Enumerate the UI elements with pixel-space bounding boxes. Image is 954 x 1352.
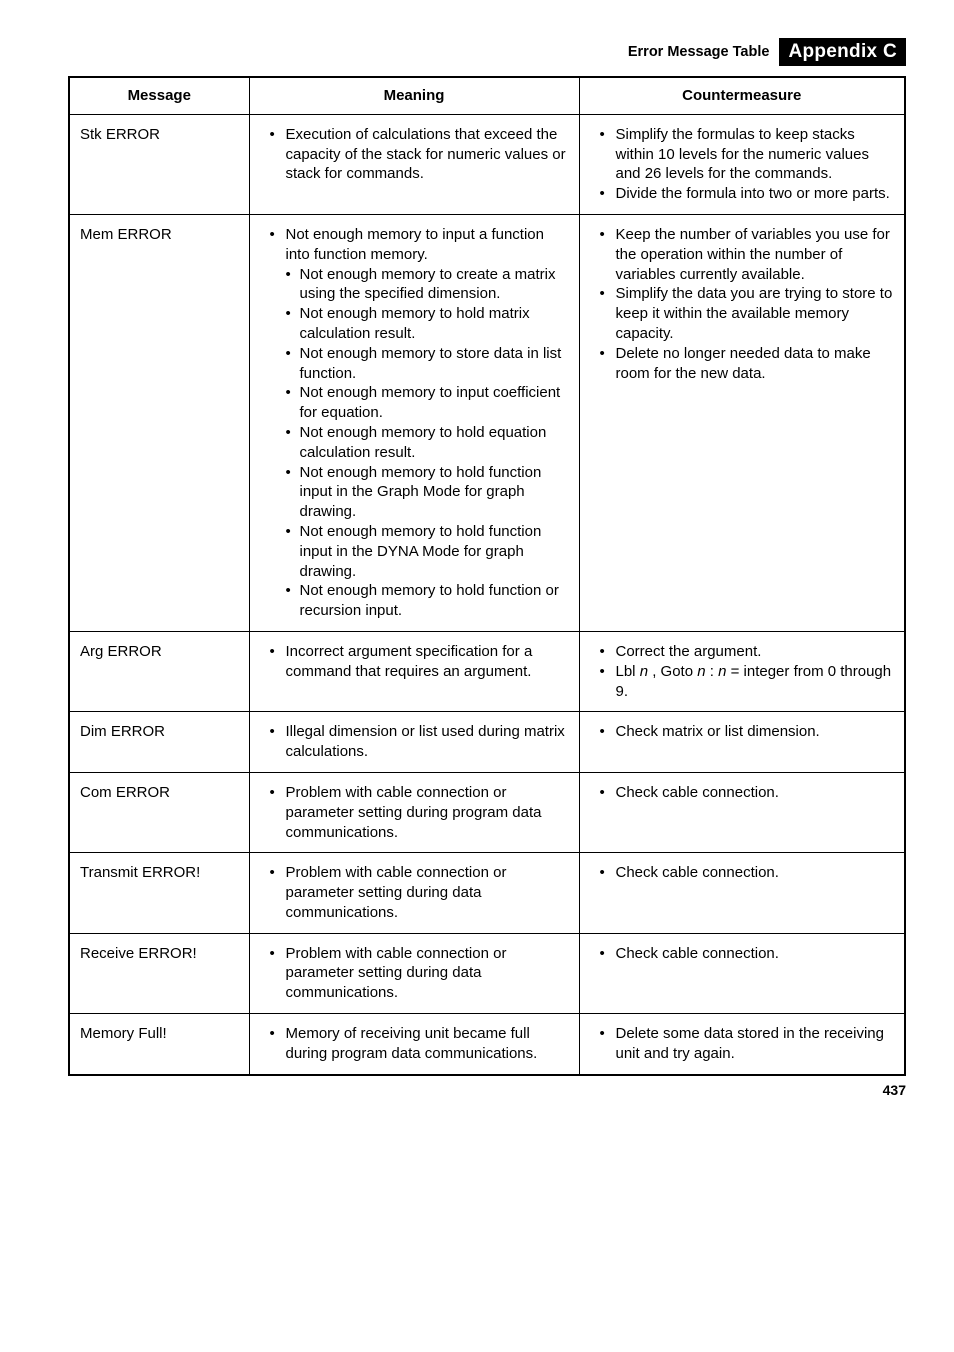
page-header: Error Message Table Appendix C	[68, 38, 906, 66]
table-header-row: Message Meaning Countermeasure	[69, 77, 905, 114]
meaning-subitem: Not enough memory to hold equation calcu…	[300, 423, 569, 463]
lbl-mid: , Goto	[648, 663, 697, 680]
appendix-badge: Appendix C	[779, 38, 906, 66]
meaning-subitem: Not enough memory to hold matrix calcula…	[300, 304, 569, 344]
meaning-subitem: Not enough memory to input coefficient f…	[300, 383, 569, 423]
meaning-cell: Problem with cable connection or paramet…	[249, 933, 579, 1013]
meaning-item: Problem with cable connection or paramet…	[286, 944, 569, 1003]
col-header-meaning: Meaning	[249, 77, 579, 114]
counter-item: Delete some data stored in the receiving…	[616, 1024, 895, 1064]
counter-item: Keep the number of variables you use for…	[616, 225, 895, 284]
meaning-cell: Incorrect argument specification for a c…	[249, 631, 579, 711]
meaning-cell: Problem with cable connection or paramet…	[249, 853, 579, 933]
header-title: Error Message Table	[628, 44, 770, 60]
table-row: Stk ERROR Execution of calculations that…	[69, 114, 905, 214]
counter-item: Check cable connection.	[616, 783, 895, 803]
counter-cell: Keep the number of variables you use for…	[579, 214, 905, 631]
meaning-subitem: Not enough memory to store data in list …	[300, 344, 569, 384]
col-header-countermeasure: Countermeasure	[579, 77, 905, 114]
counter-cell: Check cable connection.	[579, 772, 905, 852]
meaning-subitem: Not enough memory to create a matrix usi…	[300, 265, 569, 305]
counter-item: Simplify the formulas to keep stacks wit…	[616, 125, 895, 184]
counter-item: Check cable connection.	[616, 863, 895, 883]
meaning-cell: Problem with cable connection or paramet…	[249, 772, 579, 852]
meaning-cell: Execution of calculations that exceed th…	[249, 114, 579, 214]
counter-item: Lbl n , Goto n : n = integer from 0 thro…	[616, 662, 895, 702]
message-cell: Arg ERROR	[69, 631, 249, 711]
counter-cell: Check matrix or list dimension.	[579, 712, 905, 773]
message-cell: Com ERROR	[69, 772, 249, 852]
meaning-item: Memory of receiving unit became full dur…	[286, 1024, 569, 1064]
message-cell: Transmit ERROR!	[69, 853, 249, 933]
counter-item: Check matrix or list dimension.	[616, 722, 895, 742]
meaning-item: Illegal dimension or list used during ma…	[286, 722, 569, 762]
message-cell: Mem ERROR	[69, 214, 249, 631]
col-header-message: Message	[69, 77, 249, 114]
meaning-item: Execution of calculations that exceed th…	[286, 125, 569, 184]
meaning-item: Incorrect argument specification for a c…	[286, 642, 569, 682]
error-message-table: Message Meaning Countermeasure Stk ERROR…	[68, 76, 906, 1076]
meaning-subitem: Not enough memory to hold function input…	[300, 463, 569, 522]
table-row: Transmit ERROR! Problem with cable conne…	[69, 853, 905, 933]
counter-cell: Delete some data stored in the receiving…	[579, 1014, 905, 1075]
counter-cell: Check cable connection.	[579, 853, 905, 933]
meaning-cell: Memory of receiving unit became full dur…	[249, 1014, 579, 1075]
table-row: Receive ERROR! Problem with cable connec…	[69, 933, 905, 1013]
table-row: Dim ERROR Illegal dimension or list used…	[69, 712, 905, 773]
meaning-item: Problem with cable connection or paramet…	[286, 783, 569, 842]
counter-item: Divide the formula into two or more part…	[616, 184, 895, 204]
table-row: Arg ERROR Incorrect argument specificati…	[69, 631, 905, 711]
meaning-cell: Not enough memory to input a function in…	[249, 214, 579, 631]
meaning-cell: Illegal dimension or list used during ma…	[249, 712, 579, 773]
message-cell: Memory Full!	[69, 1014, 249, 1075]
table-row: Com ERROR Problem with cable connection …	[69, 772, 905, 852]
table-row: Mem ERROR Not enough memory to input a f…	[69, 214, 905, 631]
meaning-subitem: Not enough memory to hold function input…	[300, 522, 569, 581]
var-n: n	[640, 663, 648, 680]
lbl-pre: Lbl	[616, 663, 640, 680]
var-n: n	[697, 663, 705, 680]
counter-cell: Simplify the formulas to keep stacks wit…	[579, 114, 905, 214]
meaning-item: Not enough memory to input a function in…	[286, 225, 569, 621]
message-cell: Dim ERROR	[69, 712, 249, 773]
table-row: Memory Full! Memory of receiving unit be…	[69, 1014, 905, 1075]
counter-item: Delete no longer needed data to make roo…	[616, 344, 895, 384]
counter-item: Simplify the data you are trying to stor…	[616, 284, 895, 343]
meaning-subitem: Not enough memory to hold function or re…	[300, 581, 569, 621]
counter-item: Correct the argument.	[616, 642, 895, 662]
message-cell: Receive ERROR!	[69, 933, 249, 1013]
counter-item: Check cable connection.	[616, 944, 895, 964]
counter-cell: Check cable connection.	[579, 933, 905, 1013]
meaning-text: Not enough memory to input a function in…	[286, 226, 545, 263]
page-number: 437	[68, 1082, 906, 1098]
meaning-item: Problem with cable connection or paramet…	[286, 863, 569, 922]
counter-cell: Correct the argument. Lbl n , Goto n : n…	[579, 631, 905, 711]
message-cell: Stk ERROR	[69, 114, 249, 214]
